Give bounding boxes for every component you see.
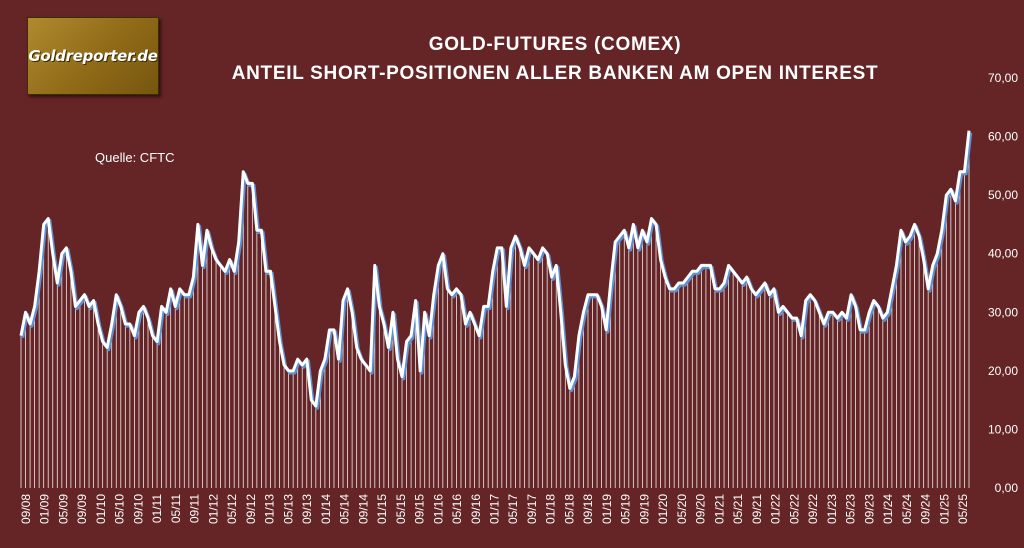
x-tick-label: 01/10 (94, 494, 108, 524)
x-tick-label: 09/12 (244, 494, 258, 524)
x-tick-label: 05/22 (787, 494, 801, 524)
x-tick-label: 01/13 (263, 494, 277, 524)
y-tick-label: 60,00 (988, 130, 1018, 144)
source-label: Quelle: CFTC (95, 150, 175, 165)
x-tick-label: 01/25 (937, 494, 951, 524)
x-tick-label: 05/19 (619, 494, 633, 524)
x-tick-label: 09/24 (919, 494, 933, 524)
x-tick-label: 01/17 (488, 494, 502, 524)
x-tick-label: 09/22 (806, 494, 820, 524)
x-tick-label: 09/10 (131, 494, 145, 524)
x-tick-label: 01/12 (206, 494, 220, 524)
y-axis: 0,00 10,00 20,00 30,00 40,00 50,00 60,00 70,00 (988, 71, 1018, 495)
x-tick-label: 01/24 (881, 494, 895, 524)
x-tick-label: 09/14 (356, 494, 370, 524)
logo: Goldreporter.de (27, 17, 159, 95)
x-tick-label: 01/09 (38, 494, 52, 524)
x-tick-label: 09/18 (581, 494, 595, 524)
x-tick-label: 01/14 (319, 494, 333, 524)
x-tick-label: 01/18 (544, 494, 558, 524)
x-tick-label: 09/19 (637, 494, 651, 524)
x-tick-label: 01/11 (150, 494, 164, 523)
x-tick-label: 09/11 (188, 494, 202, 523)
y-tick-label: 10,00 (988, 422, 1018, 436)
chart-title-line1: GOLD-FUTURES (COMEX) (428, 34, 682, 55)
x-tick-label: 09/08 (19, 494, 33, 524)
x-tick-label: 09/20 (694, 494, 708, 524)
y-tick-label: 50,00 (988, 188, 1018, 202)
x-tick-label: 05/11 (169, 494, 183, 523)
x-tick-label: 05/14 (338, 494, 352, 524)
x-tick-label: 01/15 (375, 494, 389, 524)
x-tick-label: 01/20 (656, 494, 670, 524)
lines-layer (19, 130, 973, 410)
chart-title-line2: ANTEIL SHORT-POSITIONEN ALLER BANKEN AM … (231, 63, 879, 84)
x-tick-label: 05/09 (57, 494, 71, 524)
x-tick-label: 05/17 (506, 494, 520, 524)
x-tick-label: 05/15 (394, 494, 408, 524)
x-tick-label: 09/09 (75, 494, 89, 524)
y-tick-label: 70,00 (988, 71, 1018, 85)
x-axis: 09/08 01/09 05/09 09/09 01/10 05/10 09/10 01/11… (19, 494, 970, 524)
y-tick-label: 0,00 (995, 481, 1019, 495)
bars-layer (20, 130, 970, 488)
x-tick-label: 05/18 (563, 494, 577, 524)
x-tick-label: 09/21 (750, 494, 764, 524)
x-tick-label: 09/23 (862, 494, 876, 524)
x-tick-label: 05/20 (675, 494, 689, 524)
x-tick-label: 05/12 (225, 494, 239, 524)
y-tick-label: 20,00 (988, 364, 1018, 378)
x-tick-label: 05/21 (731, 494, 745, 524)
x-tick-label: 09/16 (469, 494, 483, 524)
x-tick-label: 01/19 (600, 494, 614, 524)
x-tick-label: 05/13 (281, 494, 295, 524)
x-tick-label: 09/17 (525, 494, 539, 524)
x-tick-label: 05/23 (844, 494, 858, 524)
x-tick-label: 01/16 (431, 494, 445, 524)
x-tick-label: 05/25 (956, 494, 970, 524)
x-tick-label: 05/24 (900, 494, 914, 524)
y-tick-label: 30,00 (988, 305, 1018, 319)
x-tick-label: 09/13 (300, 494, 314, 524)
x-tick-label: 01/21 (712, 494, 726, 524)
x-tick-label: 05/16 (450, 494, 464, 524)
x-tick-label: 01/22 (769, 494, 783, 524)
x-tick-label: 01/23 (825, 494, 839, 524)
x-tick-label: 05/10 (113, 494, 127, 524)
series-line (19, 130, 971, 408)
x-tick-label: 09/15 (413, 494, 427, 524)
y-tick-label: 40,00 (988, 247, 1018, 261)
logo-text: Goldreporter.de (28, 47, 158, 65)
